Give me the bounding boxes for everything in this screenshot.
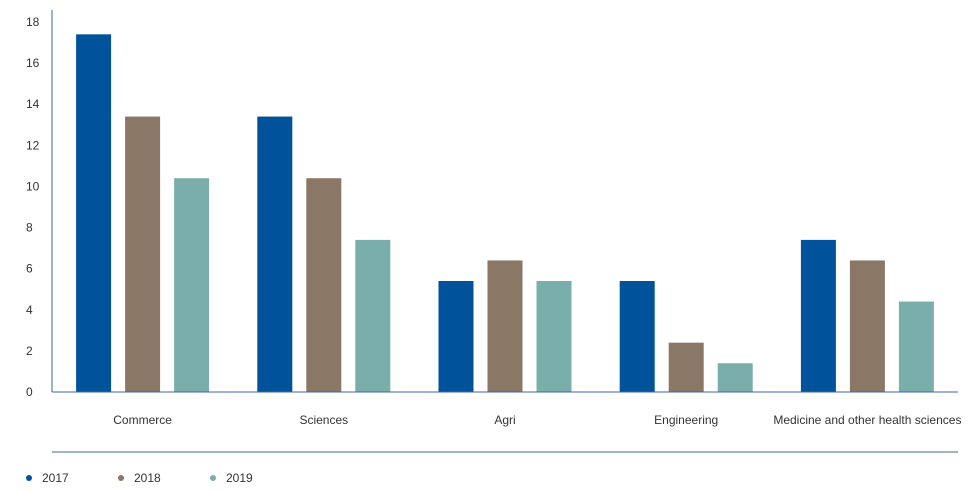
legend-item-2018: 2018	[118, 471, 210, 485]
legend-label-2017: 2017	[42, 471, 69, 485]
bar-2017-agri	[438, 281, 474, 392]
y-tick-label: 12	[26, 138, 40, 152]
y-tick-label: 18	[26, 15, 40, 29]
bars	[76, 34, 934, 393]
bar-2017-engineering	[619, 281, 655, 392]
bar-2017-sciences	[257, 116, 293, 393]
bar-2019-medicine-and-other-health-sciences	[898, 301, 934, 392]
legend-label-2018: 2018	[134, 471, 161, 485]
legend-item-2019: 2019	[210, 471, 302, 485]
y-tick-label: 14	[26, 97, 40, 111]
y-axis-ticks: 0 2 4 6 8 10 12 14 16 18	[26, 15, 40, 399]
bar-2019-engineering	[717, 363, 753, 392]
y-tick-label: 2	[26, 344, 33, 358]
y-tick-label: 10	[26, 179, 40, 193]
x-category-label: Engineering	[654, 413, 718, 427]
y-tick-label: 8	[26, 221, 33, 235]
bar-2019-agri	[536, 281, 572, 392]
legend-dot-2017	[26, 475, 32, 481]
y-tick-label: 6	[26, 262, 33, 276]
bar-2019-sciences	[355, 239, 391, 392]
bar-2018-sciences	[306, 178, 342, 392]
y-tick-label: 4	[26, 303, 33, 317]
x-category-label: Medicine and other health sciences	[773, 413, 961, 427]
y-tick-label: 16	[26, 56, 40, 70]
x-category-label: Commerce	[113, 413, 172, 427]
legend-label-2019: 2019	[226, 471, 253, 485]
x-category-label: Sciences	[299, 413, 348, 427]
bar-2018-engineering	[668, 342, 704, 392]
bar-2018-agri	[487, 260, 523, 392]
y-tick-label: 0	[26, 385, 33, 399]
legend-dot-2018	[118, 475, 124, 481]
bar-2018-medicine-and-other-health-sciences	[849, 260, 885, 392]
legend: 2017 2018 2019	[26, 471, 302, 485]
legend-dot-2019	[210, 475, 216, 481]
x-category-label: Agri	[494, 413, 515, 427]
bar-2017-commerce	[76, 34, 112, 392]
bar-2019-commerce	[174, 178, 210, 392]
x-axis-labels: Commerce Sciences Agri Engineering Medicine …	[113, 413, 961, 427]
legend-item-2017: 2017	[26, 471, 118, 485]
bar-2017-medicine-and-other-health-sciences	[800, 239, 836, 392]
bar-2018-commerce	[125, 116, 161, 393]
